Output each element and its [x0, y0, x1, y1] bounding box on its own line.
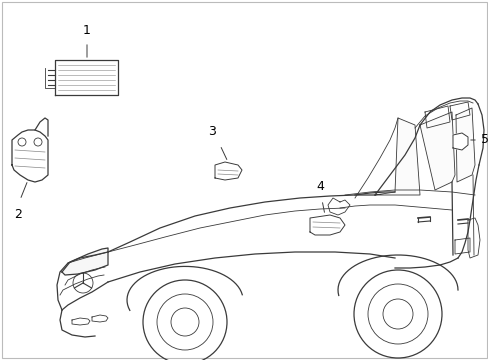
Polygon shape: [55, 60, 118, 95]
Polygon shape: [455, 108, 474, 182]
Polygon shape: [62, 248, 108, 275]
Text: 2: 2: [14, 208, 22, 221]
Text: 5: 5: [480, 134, 488, 147]
Polygon shape: [309, 215, 345, 235]
Text: 4: 4: [315, 180, 323, 193]
Polygon shape: [12, 130, 48, 182]
Polygon shape: [215, 162, 242, 180]
Text: 1: 1: [83, 23, 91, 36]
Polygon shape: [45, 68, 55, 88]
Polygon shape: [452, 133, 467, 150]
Polygon shape: [419, 112, 454, 190]
Text: 3: 3: [207, 126, 216, 139]
Polygon shape: [374, 118, 419, 195]
